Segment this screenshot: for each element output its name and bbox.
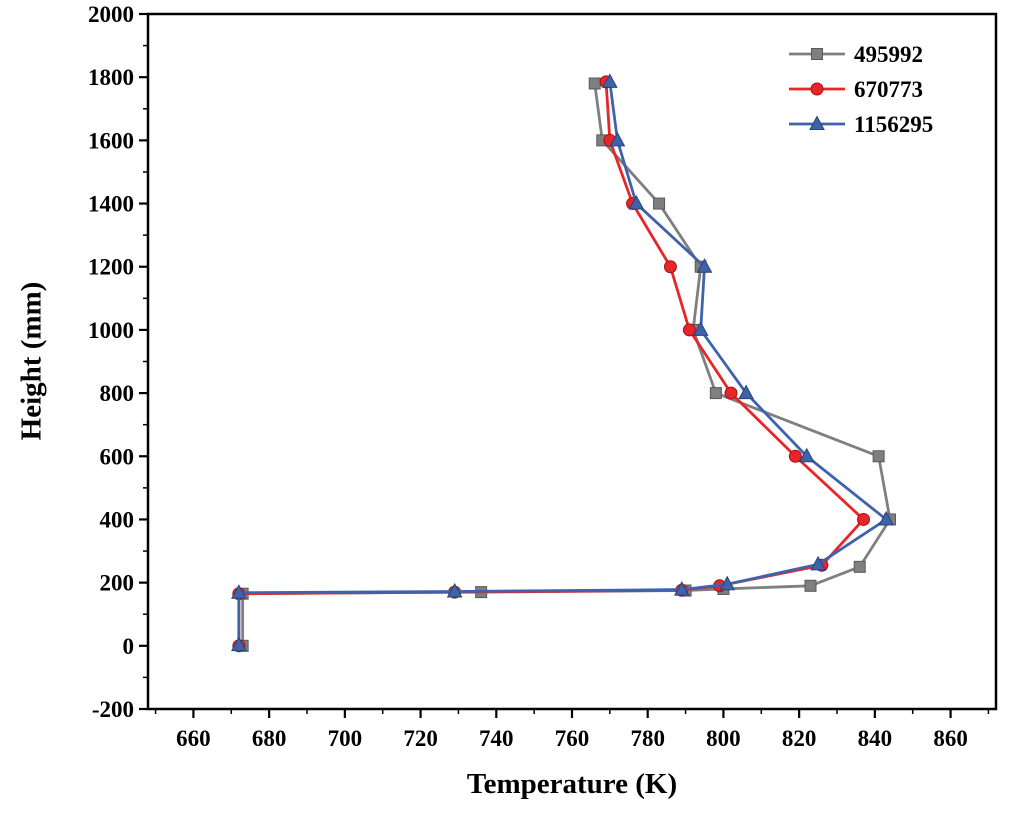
legend-label: 495992	[854, 41, 923, 67]
svg-text:760: 760	[555, 726, 590, 751]
svg-text:0: 0	[123, 634, 135, 659]
svg-text:720: 720	[403, 726, 438, 751]
x-axis-title: Temperature (K)	[466, 768, 678, 800]
y-axis-ticks: -200 0 200 400 600 800 1000 1200 1400 1600 1800 200…	[88, 2, 148, 722]
svg-text:1400: 1400	[88, 192, 134, 217]
legend-item-series-1: 670773	[786, 75, 933, 103]
legend-item-series-0: 495992	[786, 40, 933, 68]
series-1156295	[231, 73, 895, 652]
svg-text:1200: 1200	[88, 255, 134, 280]
series-495992	[236, 77, 896, 652]
svg-text:700: 700	[328, 726, 363, 751]
legend-key-triangle-icon	[789, 115, 845, 130]
legend-label: 670773	[854, 76, 923, 102]
svg-text:600: 600	[100, 444, 135, 469]
legend-label: 1156295	[854, 111, 934, 137]
svg-text:2000: 2000	[88, 2, 134, 27]
svg-text:840: 840	[858, 726, 893, 751]
svg-text:1800: 1800	[88, 65, 134, 90]
x-axis-ticks: 660 680 700 720 740 760 780 800 820 840 860	[154, 709, 990, 751]
svg-text:1600: 1600	[88, 128, 134, 153]
series-670773	[232, 75, 870, 653]
svg-text:1000: 1000	[88, 318, 134, 343]
svg-text:740: 740	[479, 726, 514, 751]
svg-text:-200: -200	[92, 697, 134, 722]
plot-frame	[146, 12, 998, 711]
svg-text:800: 800	[706, 726, 741, 751]
svg-text:660: 660	[176, 726, 211, 751]
svg-text:200: 200	[100, 571, 135, 596]
legend: 495992 670773 1156295	[786, 40, 933, 138]
y-axis-title: Height (mm)	[15, 281, 48, 441]
legend-item-series-2: 1156295	[786, 110, 933, 138]
svg-text:860: 860	[933, 726, 968, 751]
svg-text:820: 820	[782, 726, 817, 751]
svg-text:400: 400	[100, 507, 135, 532]
legend-key-square-icon	[789, 48, 845, 60]
legend-key-circle-icon	[789, 82, 845, 96]
svg-text:680: 680	[252, 726, 287, 751]
svg-text:800: 800	[100, 381, 135, 406]
svg-text:780: 780	[630, 726, 665, 751]
